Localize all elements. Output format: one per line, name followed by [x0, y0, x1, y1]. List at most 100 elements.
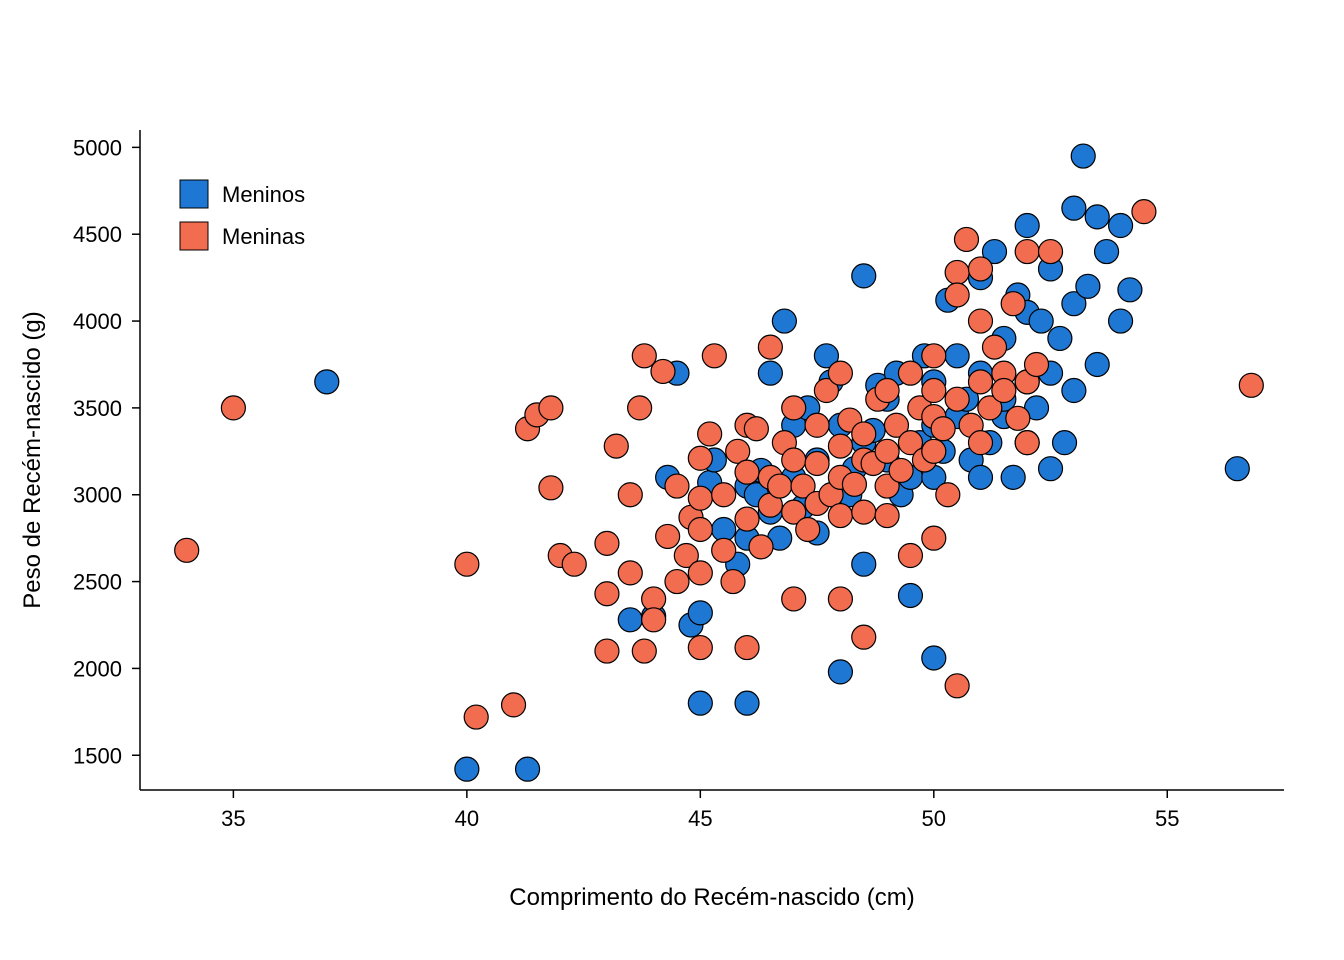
- data-point: [1015, 240, 1039, 264]
- data-point: [618, 483, 642, 507]
- data-point: [516, 757, 540, 781]
- data-point: [852, 422, 876, 446]
- data-point: [1225, 457, 1249, 481]
- legend-label: Meninos: [222, 182, 305, 207]
- data-point: [1006, 406, 1030, 430]
- data-point: [875, 379, 899, 403]
- data-point: [945, 387, 969, 411]
- data-point: [1029, 309, 1053, 333]
- data-point: [595, 639, 619, 663]
- data-point: [656, 524, 680, 548]
- data-point: [828, 434, 852, 458]
- data-point: [562, 552, 586, 576]
- data-point: [782, 396, 806, 420]
- data-point: [455, 552, 479, 576]
- data-point: [665, 474, 689, 498]
- data-point: [688, 691, 712, 715]
- data-point: [782, 587, 806, 611]
- y-tick-label: 4000: [73, 309, 122, 334]
- data-point: [688, 486, 712, 510]
- data-point: [735, 691, 759, 715]
- data-point: [721, 570, 745, 594]
- data-point: [651, 359, 675, 383]
- data-point: [936, 483, 960, 507]
- data-point: [1039, 457, 1063, 481]
- data-point: [688, 601, 712, 625]
- data-point: [735, 636, 759, 660]
- data-point: [712, 538, 736, 562]
- x-tick-label: 55: [1155, 806, 1179, 831]
- data-point: [922, 646, 946, 670]
- data-point: [805, 451, 829, 475]
- data-point: [954, 227, 978, 251]
- data-point: [842, 472, 866, 496]
- data-point: [595, 582, 619, 606]
- data-point: [688, 561, 712, 585]
- y-tick-label: 3000: [73, 483, 122, 508]
- data-point: [464, 705, 488, 729]
- data-point: [945, 344, 969, 368]
- data-point: [1132, 200, 1156, 224]
- data-point: [688, 517, 712, 541]
- data-point: [922, 344, 946, 368]
- data-point: [744, 417, 768, 441]
- data-point: [1076, 274, 1100, 298]
- legend-swatch: [180, 180, 208, 208]
- data-point: [828, 361, 852, 385]
- data-point: [922, 526, 946, 550]
- data-point: [922, 379, 946, 403]
- data-point: [805, 413, 829, 437]
- data-point: [768, 474, 792, 498]
- data-point: [632, 639, 656, 663]
- data-point: [982, 335, 1006, 359]
- data-point: [898, 583, 922, 607]
- data-point: [782, 448, 806, 472]
- data-point: [642, 608, 666, 632]
- data-point: [455, 757, 479, 781]
- data-point: [1085, 352, 1109, 376]
- data-point: [931, 417, 955, 441]
- data-point: [922, 439, 946, 463]
- data-point: [688, 446, 712, 470]
- data-point: [1062, 379, 1086, 403]
- data-point: [796, 517, 820, 541]
- data-point: [1039, 240, 1063, 264]
- data-point: [712, 483, 736, 507]
- data-point: [618, 608, 642, 632]
- x-tick-label: 40: [455, 806, 479, 831]
- data-point: [735, 507, 759, 531]
- data-point: [1053, 431, 1077, 455]
- data-point: [1025, 352, 1049, 376]
- data-point: [1015, 431, 1039, 455]
- scatter-chart: 3540455055150020002500300035004000450050…: [0, 0, 1344, 960]
- data-point: [698, 422, 722, 446]
- x-tick-label: 45: [688, 806, 712, 831]
- data-point: [749, 535, 773, 559]
- data-point: [1062, 196, 1086, 220]
- data-point: [1239, 373, 1263, 397]
- data-point: [1015, 214, 1039, 238]
- data-point: [852, 552, 876, 576]
- data-point: [772, 309, 796, 333]
- y-tick-label: 2000: [73, 656, 122, 681]
- data-point: [828, 587, 852, 611]
- data-point: [1085, 205, 1109, 229]
- y-tick-label: 3500: [73, 396, 122, 421]
- x-tick-label: 50: [922, 806, 946, 831]
- data-point: [628, 396, 652, 420]
- data-point: [702, 344, 726, 368]
- data-point: [852, 500, 876, 524]
- chart-svg: 3540455055150020002500300035004000450050…: [0, 0, 1344, 960]
- data-point: [539, 396, 563, 420]
- data-point: [898, 544, 922, 568]
- data-point: [968, 309, 992, 333]
- data-point: [1109, 309, 1133, 333]
- data-point: [875, 504, 899, 528]
- data-point: [221, 396, 245, 420]
- data-point: [945, 260, 969, 284]
- data-point: [688, 636, 712, 660]
- data-point: [502, 693, 526, 717]
- y-tick-label: 1500: [73, 743, 122, 768]
- data-point: [1118, 278, 1142, 302]
- data-point: [828, 504, 852, 528]
